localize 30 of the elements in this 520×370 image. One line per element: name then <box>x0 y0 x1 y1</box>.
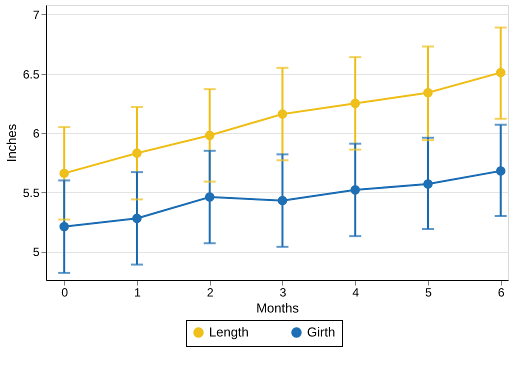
point <box>59 168 69 178</box>
point <box>132 214 142 224</box>
x-tick-label: 2 <box>206 286 214 300</box>
x-tick-label: 3 <box>280 286 287 300</box>
point <box>496 68 506 78</box>
point <box>278 109 288 119</box>
y-tick-label: 6 <box>32 126 40 141</box>
x-tick-label: 1 <box>134 286 142 300</box>
point <box>496 166 506 176</box>
point <box>423 179 433 189</box>
legend-label: Girth <box>307 324 336 340</box>
point <box>204 192 214 202</box>
x-tick-label: 5 <box>425 286 432 300</box>
y-axis-title: Inches <box>4 123 19 162</box>
x-axis-title: Months <box>256 300 300 316</box>
point <box>278 196 288 206</box>
point <box>350 98 360 108</box>
x-tick-label: 4 <box>352 286 360 300</box>
legend-label: Length <box>209 324 249 340</box>
point <box>423 88 433 98</box>
y-tick-label: 5 <box>32 245 40 260</box>
y-tick-label: 6.5 <box>22 67 40 82</box>
x-tick-label: 0 <box>61 286 68 300</box>
y-tick-label: 7 <box>32 8 40 22</box>
point <box>204 130 214 140</box>
point <box>350 185 360 195</box>
point <box>59 222 69 232</box>
point <box>132 148 142 158</box>
x-tick-label: 6 <box>498 286 505 300</box>
y-tick-label: 5.5 <box>22 186 40 200</box>
